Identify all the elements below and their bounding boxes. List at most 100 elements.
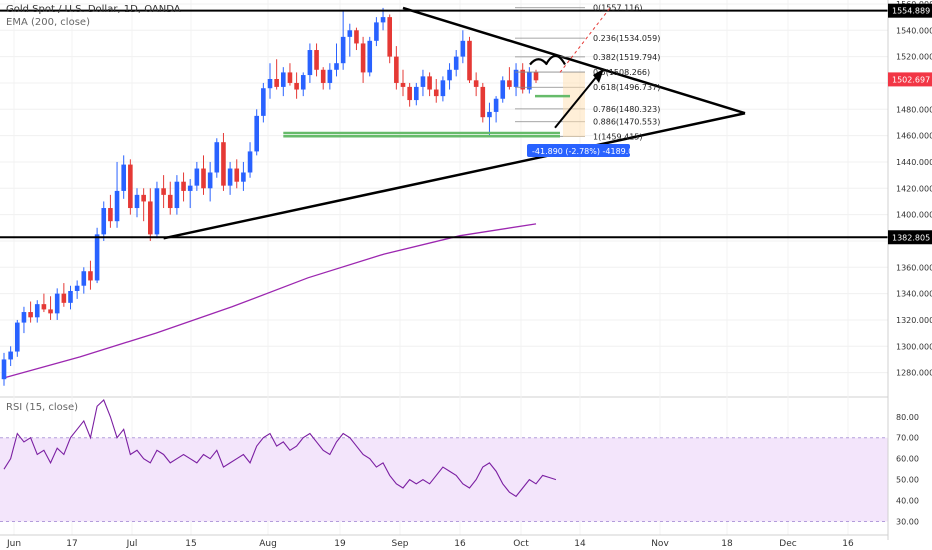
candle-body (433, 89, 439, 97)
candle-body (148, 201, 153, 235)
price-tick-label: 1520.000 (896, 53, 932, 62)
candle-body (141, 194, 146, 202)
candle-body (467, 40, 472, 81)
candle-body (354, 30, 359, 44)
price-tick-label: 1280.000 (896, 369, 932, 378)
candle-body (500, 80, 506, 99)
price-tick-label: 1540.000 (896, 26, 932, 35)
left-shoulder-arc (529, 58, 548, 66)
time-tick-label: 14 (574, 539, 586, 549)
price-tick-label: 1420.000 (896, 184, 932, 193)
price-tick-label: 1480.000 (896, 105, 932, 114)
breakout-arrowhead (593, 68, 604, 83)
candle-body (400, 82, 406, 87)
candle-body (74, 285, 80, 291)
candle-body (167, 194, 173, 209)
fib-level-label: 0.786(1480.323) (593, 105, 660, 114)
candle-body (520, 69, 525, 90)
triangle-upper-trendline (402, 6, 746, 115)
candle-body (181, 181, 186, 191)
time-tick-label: Dec (779, 539, 796, 549)
rsi-tick-label: 60.00 (896, 455, 919, 464)
candle-body (307, 50, 313, 76)
candle-body (134, 194, 140, 209)
candle-body (81, 271, 87, 286)
fib-level-label: 0.5(1508.266) (593, 68, 650, 77)
ema-legend[interactable]: EMA (200, close) (6, 17, 90, 28)
price-tick-label: 1460.000 (896, 132, 932, 141)
candle-body (221, 142, 226, 186)
support-price-tag (888, 230, 932, 245)
candle-body (114, 190, 120, 222)
candle-body (414, 86, 419, 101)
symbol-title[interactable]: Gold Spot / U.S. Dollar, 1D, OANDA (6, 4, 181, 15)
rsi-tick-label: 30.00 (896, 518, 919, 527)
candle-body (241, 172, 246, 182)
candle-body (507, 80, 512, 87)
candle-body (340, 36, 346, 64)
price-axis[interactable]: 1280.000 1300.000 1320.000 1340.000 1360.000… (887, 0, 932, 540)
candle-body (128, 164, 133, 209)
candle-body (380, 17, 386, 23)
candle-body (367, 40, 373, 73)
head-arc (545, 54, 566, 66)
candle-body (54, 293, 60, 314)
time-tick-label: Aug (259, 539, 277, 549)
rsi-line (3, 399, 557, 498)
candle-body (533, 72, 539, 81)
projection-dashed-line (559, 7, 611, 73)
price-tick-label: 1440.000 (896, 158, 932, 167)
candle-body (161, 188, 166, 195)
candles[interactable] (1, 7, 539, 386)
candle-body (334, 63, 339, 70)
time-tick-label: Jul (126, 539, 138, 549)
price-tick-label: 1340.000 (896, 290, 932, 299)
candle-body (420, 76, 426, 87)
candle-body (261, 88, 266, 116)
fib-level-label: 1(1459.415) (593, 132, 643, 141)
candle-body (453, 56, 459, 70)
candle-body (513, 69, 519, 87)
candle-body (327, 69, 333, 83)
candle-body (314, 50, 319, 70)
candle-body (254, 115, 259, 152)
candle-body (387, 17, 392, 57)
rsi-tick-label: 80.00 (896, 413, 919, 422)
current-price-tag (888, 72, 932, 87)
price-tick-label: 1400.000 (896, 211, 932, 220)
candle-body (234, 168, 240, 182)
candle-body (347, 30, 353, 37)
candle-body (480, 86, 486, 118)
candle-body (320, 69, 326, 83)
candle-body (360, 43, 366, 73)
time-axis[interactable]: Jun 17 Jul 15 Aug 19 Sep 16 Oct 14 Nov 18 Dec 16 (0, 534, 888, 549)
drawings[interactable]: 0(1557.116) 0.236(1534.059) 0.382(1519.794… (0, 4, 888, 240)
rsi-band (0, 437, 888, 523)
candle-body (487, 111, 492, 118)
candle-body (34, 304, 40, 318)
candle-body (121, 164, 126, 191)
breakout-arrow (554, 71, 601, 129)
candle-body (41, 304, 47, 310)
candle-body (374, 22, 379, 41)
time-tick-label: Oct (513, 539, 529, 549)
candle-body (154, 188, 160, 235)
rsi-legend[interactable]: RSI (15, close) (6, 402, 79, 413)
candle-body (207, 172, 213, 189)
fib-level-label: 0.382(1519.794) (593, 53, 660, 62)
measure-box (527, 144, 630, 157)
candle-body (48, 309, 53, 314)
time-tick-label: 17 (66, 539, 77, 549)
ema-line (3, 223, 537, 379)
candle-body (28, 312, 33, 318)
candle-body (21, 312, 27, 323)
candle-body (61, 293, 67, 303)
time-tick-label: 19 (334, 539, 346, 549)
rsi-polyline (3, 399, 557, 498)
candle-body (294, 82, 299, 90)
candle-body (300, 75, 306, 90)
candle-body (68, 290, 73, 303)
fib-level-label: 0.886(1470.553) (593, 118, 660, 127)
rsi-band-fill (0, 437, 888, 522)
